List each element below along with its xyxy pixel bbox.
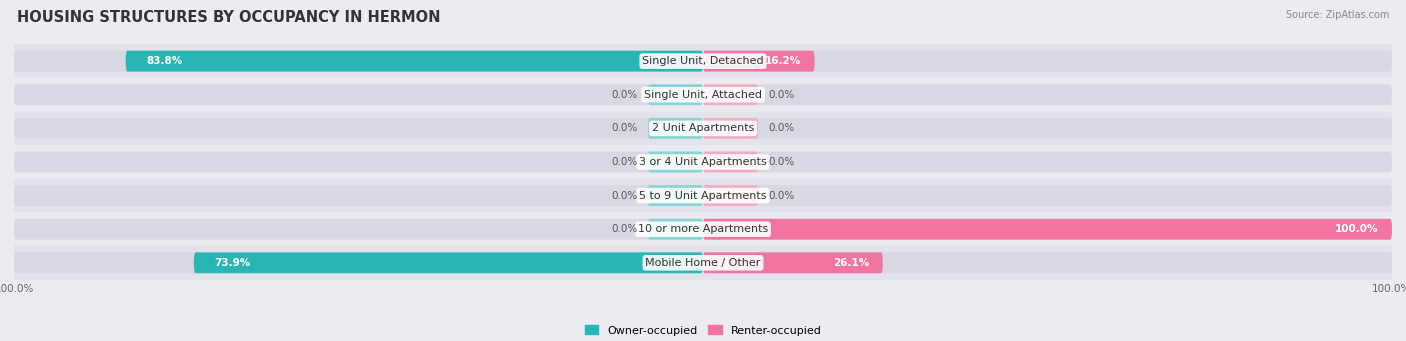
Text: Mobile Home / Other: Mobile Home / Other <box>645 258 761 268</box>
FancyBboxPatch shape <box>648 151 703 173</box>
FancyBboxPatch shape <box>703 219 1392 240</box>
Text: 26.1%: 26.1% <box>832 258 869 268</box>
Text: 0.0%: 0.0% <box>612 191 637 201</box>
FancyBboxPatch shape <box>703 51 814 72</box>
Text: Single Unit, Detached: Single Unit, Detached <box>643 56 763 66</box>
Bar <box>14 44 1392 78</box>
Text: 0.0%: 0.0% <box>612 157 637 167</box>
Bar <box>14 112 1392 145</box>
Text: Single Unit, Attached: Single Unit, Attached <box>644 90 762 100</box>
Bar <box>14 145 1392 179</box>
Text: 73.9%: 73.9% <box>215 258 250 268</box>
Text: 16.2%: 16.2% <box>765 56 801 66</box>
FancyBboxPatch shape <box>648 185 703 206</box>
Text: 0.0%: 0.0% <box>769 191 794 201</box>
Bar <box>14 179 1392 212</box>
FancyBboxPatch shape <box>14 151 703 173</box>
Text: 0.0%: 0.0% <box>769 157 794 167</box>
FancyBboxPatch shape <box>648 118 703 139</box>
Text: 0.0%: 0.0% <box>769 90 794 100</box>
Text: 3 or 4 Unit Apartments: 3 or 4 Unit Apartments <box>640 157 766 167</box>
Text: Source: ZipAtlas.com: Source: ZipAtlas.com <box>1285 10 1389 20</box>
Text: 100.0%: 100.0% <box>1334 224 1378 234</box>
Text: 0.0%: 0.0% <box>612 224 637 234</box>
FancyBboxPatch shape <box>14 84 703 105</box>
Text: 10 or more Apartments: 10 or more Apartments <box>638 224 768 234</box>
Text: 0.0%: 0.0% <box>612 123 637 133</box>
Text: 0.0%: 0.0% <box>612 90 637 100</box>
FancyBboxPatch shape <box>648 219 703 240</box>
FancyBboxPatch shape <box>703 151 1392 173</box>
FancyBboxPatch shape <box>14 118 703 139</box>
FancyBboxPatch shape <box>14 219 703 240</box>
FancyBboxPatch shape <box>703 252 883 273</box>
FancyBboxPatch shape <box>194 252 703 273</box>
FancyBboxPatch shape <box>14 252 703 273</box>
Legend: Owner-occupied, Renter-occupied: Owner-occupied, Renter-occupied <box>581 321 825 340</box>
Bar <box>14 212 1392 246</box>
FancyBboxPatch shape <box>703 51 1392 72</box>
FancyBboxPatch shape <box>703 151 758 173</box>
FancyBboxPatch shape <box>703 219 1392 240</box>
Text: HOUSING STRUCTURES BY OCCUPANCY IN HERMON: HOUSING STRUCTURES BY OCCUPANCY IN HERMO… <box>17 10 440 25</box>
FancyBboxPatch shape <box>703 118 1392 139</box>
FancyBboxPatch shape <box>703 118 758 139</box>
Text: 83.8%: 83.8% <box>146 56 183 66</box>
FancyBboxPatch shape <box>14 51 703 72</box>
FancyBboxPatch shape <box>125 51 703 72</box>
Text: 2 Unit Apartments: 2 Unit Apartments <box>652 123 754 133</box>
FancyBboxPatch shape <box>703 84 1392 105</box>
Text: 5 to 9 Unit Apartments: 5 to 9 Unit Apartments <box>640 191 766 201</box>
Bar <box>14 78 1392 112</box>
FancyBboxPatch shape <box>703 84 758 105</box>
FancyBboxPatch shape <box>648 84 703 105</box>
FancyBboxPatch shape <box>703 185 758 206</box>
FancyBboxPatch shape <box>703 185 1392 206</box>
Bar <box>14 246 1392 280</box>
FancyBboxPatch shape <box>703 252 1392 273</box>
FancyBboxPatch shape <box>14 185 703 206</box>
Text: 0.0%: 0.0% <box>769 123 794 133</box>
